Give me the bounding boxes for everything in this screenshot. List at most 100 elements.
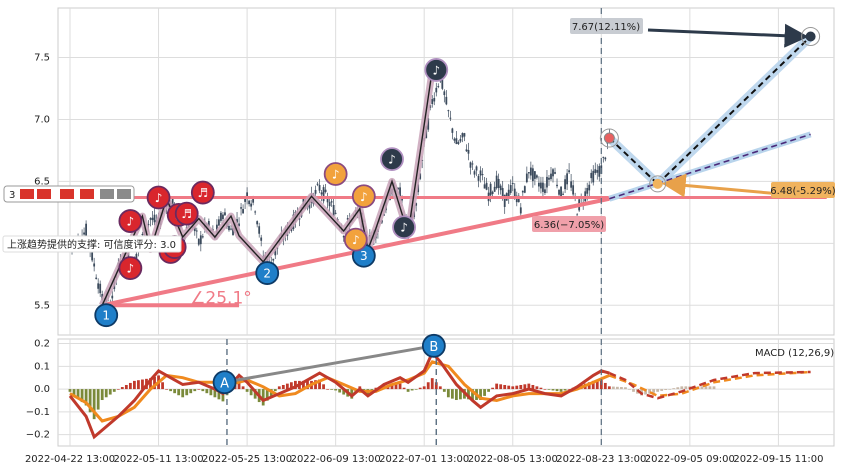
candle-body [397,187,399,190]
wave-marker [146,185,171,210]
candle-body [346,218,349,220]
candle-body [195,230,198,232]
candle-body [461,133,464,138]
macd-histogram-bar [169,389,173,392]
candle-body [435,87,438,93]
candle-body [527,172,530,174]
candle-body [111,295,114,299]
candle-body [473,171,476,175]
macd-histogram-bar [209,389,213,396]
candle-body [447,110,450,112]
macd-histogram-bar [80,389,84,403]
macd-histogram-bar [112,389,116,392]
macd-histogram-bar [273,389,277,392]
y-tick-label: 0.1 [34,361,50,372]
support-label: 上涨趋势提供的支撑: 可信度评分: 3.0 [2,235,182,253]
candle-body [316,183,319,185]
macd-histogram-bar [330,389,334,390]
macd-histogram-bar [414,389,418,390]
candle-body [433,97,436,102]
macd-histogram-bar [302,380,305,390]
candle-body [499,185,502,191]
candle-body [493,186,496,192]
y-tick-label: −0.1 [26,407,50,418]
wave-marker [424,58,449,82]
macd-dea-line [69,360,610,423]
y-tick-label: −0.2 [26,430,50,441]
candle-body [489,183,492,196]
low-label-text: 6.36(−7.05%) [534,220,604,231]
wave-marker [94,303,119,328]
macd-histogram-bar [467,389,470,400]
candle-body [576,214,579,216]
macd-histogram-bar [92,389,96,420]
candle-body [533,171,536,179]
macd-histogram-bar [680,386,684,390]
candle-body [274,249,277,256]
support-label-box [2,235,182,253]
macd-histogram-bar [595,380,599,390]
macd-histogram-bar [483,389,486,396]
macd-histogram-bar [668,389,672,390]
candle-body [552,169,554,177]
macd-histogram-bar [88,389,92,413]
wave-marker-label: 3 [360,249,368,263]
candle-body [252,196,255,203]
macd-histogram-bar [664,389,668,390]
candle-body [455,138,458,145]
candle-body [445,96,448,105]
macd-histogram-bar [124,384,128,390]
candle-body [171,197,174,205]
macd-histogram-bar [181,389,185,398]
candle-body [258,226,261,234]
macd-histogram-bar [314,380,317,390]
macd-histogram-bar [507,385,511,390]
y-tick-label: 7.0 [34,114,50,125]
macd-histogram-bar [547,389,551,390]
divergence-line [224,344,435,384]
target-arrow [647,23,809,48]
macd-lines: AB [68,333,811,446]
candle-body [544,189,546,194]
candle-body [525,173,528,183]
candle-body [513,188,516,199]
candle-body [342,235,345,238]
divergence-marker [421,333,446,358]
candle-body [254,211,257,213]
candle-body [550,173,552,180]
macd-histogram-bar [104,389,108,398]
macd-histogram-bar [700,386,704,390]
macd-histogram-bar [422,386,426,390]
mid-marker-ring [649,175,667,193]
wave-marker [118,256,143,281]
candle-body [326,196,329,203]
candle-body [244,198,246,202]
macd-histogram-bar [306,380,309,390]
candle-body [320,192,323,195]
candle-body [218,219,220,226]
macd-histogram-bar [120,387,124,390]
flag-icon [37,189,51,199]
macd-histogram-bar [660,389,664,391]
candle-body [475,166,478,171]
candle-body [260,237,263,241]
macd-histogram-bar [277,386,281,390]
divergence-marker [212,370,237,395]
candle-body [201,236,204,238]
wave-marker-label: 2 [263,267,271,281]
macd-histogram-bar [418,387,422,390]
wave-marker-label: ♪ [127,262,135,276]
macd-histogram-bar [410,389,414,391]
candle-body [558,189,560,195]
low-label-box [532,216,606,232]
candle-body [149,218,152,220]
macd-histogram-bar [519,384,523,390]
candle-body [222,214,224,220]
macd-histogram-bar [459,389,462,400]
candle-body [332,205,335,217]
y-tick-label: 5.5 [34,300,50,311]
candle-body [224,212,226,216]
candle-body [542,182,544,192]
macd-histogram-bar [563,389,567,391]
macd-histogram-bar [265,389,269,401]
